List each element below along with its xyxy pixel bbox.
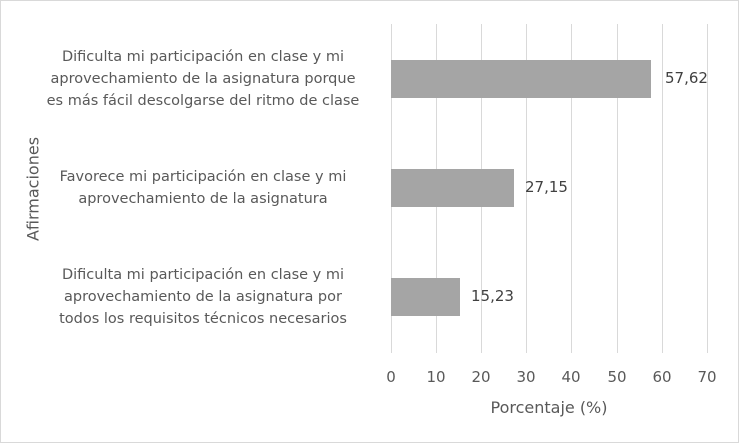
x-tick: 50 (607, 368, 627, 386)
category-label-1: Favorece mi participación en clase y mi … (59, 169, 347, 207)
category-label-0: Dificulta mi participación en clase y mi… (46, 49, 360, 109)
data-label: 15,23 (471, 287, 514, 305)
x-tick: 70 (697, 368, 717, 386)
bar-dificulta-ritmo (391, 60, 651, 98)
x-tick: 10 (426, 368, 446, 386)
data-label: 57,62 (665, 69, 708, 87)
bar-dificulta-requisitos (391, 278, 460, 316)
plot-area: 57,62 27,15 15,23 (391, 24, 708, 353)
gridline-60 (662, 24, 663, 353)
category-label-2: Dificulta mi participación en clase y mi… (59, 267, 347, 327)
x-tick: 30 (516, 368, 536, 386)
x-tick: 20 (471, 368, 491, 386)
gridline-40 (571, 24, 572, 353)
gridline-50 (617, 24, 618, 353)
gridline-70 (707, 24, 708, 353)
x-tick: 0 (386, 368, 396, 386)
y-axis-title: Afirmaciones (23, 136, 43, 242)
x-tick: 40 (561, 368, 581, 386)
bar-favorece (391, 169, 514, 207)
data-label: 27,15 (525, 178, 568, 196)
gridline-30 (526, 24, 527, 353)
x-axis-title: Porcentaje (%) (490, 398, 608, 417)
x-tick: 60 (652, 368, 672, 386)
